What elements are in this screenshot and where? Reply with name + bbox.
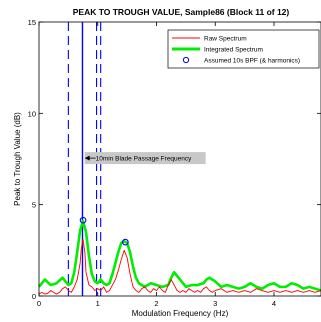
y-tick-label: 10: [28, 109, 36, 118]
bpf-marker-1: [79, 216, 87, 224]
legend-integrated-spectrum-label: Integrated Spectrum: [204, 46, 263, 53]
x-tick-label: 4: [272, 299, 276, 308]
annotation-text: 10min Blade Passage Frequency: [96, 155, 193, 162]
y-tick-label: 5: [32, 201, 36, 210]
ticks-group: 0 1 2 3 4 0 5 10 15: [28, 18, 321, 308]
integrated-spectrum-line: [37, 219, 321, 292]
chart-title: PEAK TO TROUGH VALUE, Sample86 (Block 11…: [73, 7, 290, 17]
legend-bpf-marker-swatch: [182, 56, 190, 64]
x-tick-label: 2: [154, 299, 158, 308]
harmonic-markers-group: [79, 216, 129, 246]
legend-raw-spectrum-label: Raw Spectrum: [204, 35, 247, 42]
annotation-arrow-head: [84, 155, 90, 161]
raw-spectrum-line: [38, 238, 321, 295]
bpf-annotation: 10min Blade Passage Frequency: [84, 152, 206, 165]
x-tick-label: 1: [96, 299, 100, 308]
axes-border: [38, 21, 321, 297]
y-tick-label: 15: [28, 18, 36, 27]
legend-bpf-marker-label: Assumed 10s BPF (& harmonics): [204, 57, 300, 64]
series-group: [37, 219, 321, 295]
annotation-background: [84, 152, 206, 165]
y-tick-label: 0: [32, 292, 36, 301]
y-axis-label: Peak to Trough Value (dB): [13, 112, 22, 206]
bpf-marker-2: [122, 238, 129, 246]
vertical-lines-group: [67, 22, 102, 296]
legend: Raw Spectrum Integrated Spectrum Assumed…: [167, 29, 320, 69]
x-axis-label: Modulation Frequency (Hz): [132, 309, 229, 318]
x-tick-label: 0: [37, 299, 41, 308]
x-tick-label: 3: [213, 299, 217, 308]
